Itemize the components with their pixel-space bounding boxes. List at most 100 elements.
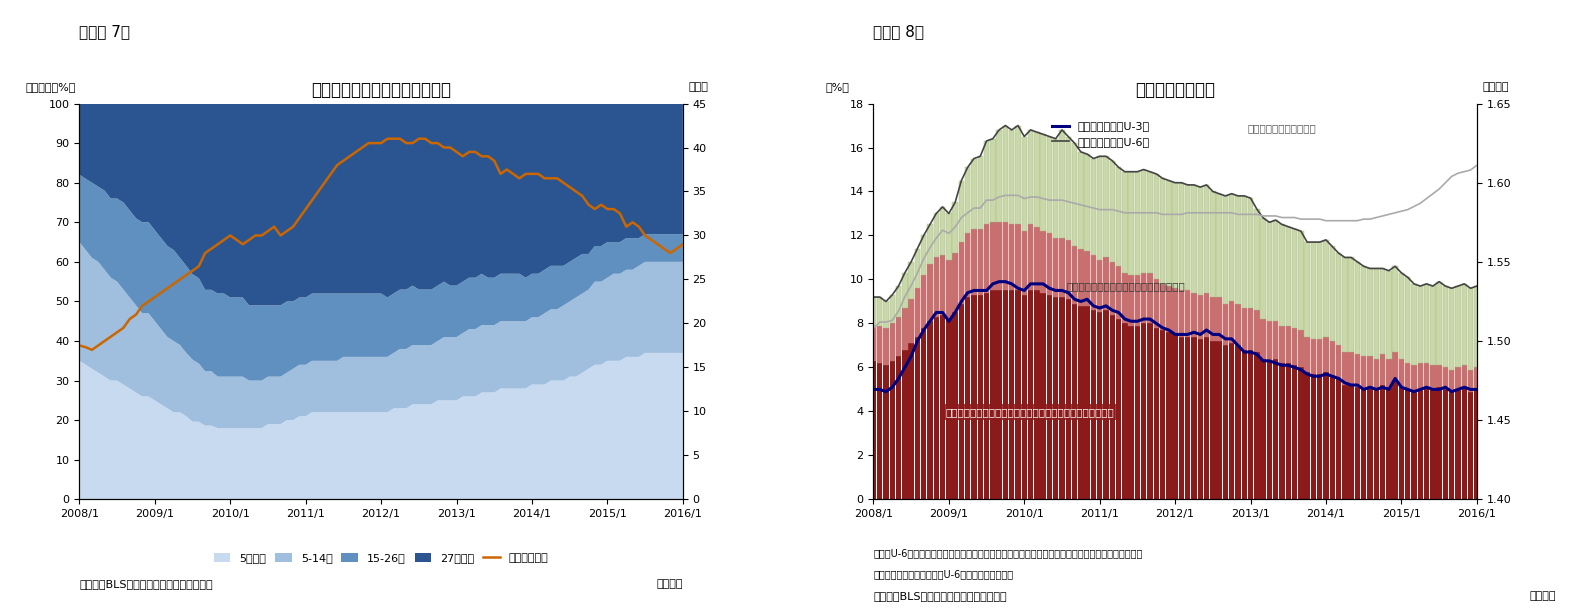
Bar (1078, 248, 1083, 306)
Bar (1405, 389, 1410, 499)
Bar (1229, 343, 1234, 499)
Bar (1418, 286, 1423, 363)
Bar (1008, 290, 1015, 499)
Bar (1040, 293, 1046, 499)
Bar (1015, 290, 1021, 499)
Bar (1424, 387, 1429, 499)
Bar (972, 229, 977, 295)
Bar (1172, 288, 1178, 334)
Bar (1172, 183, 1178, 288)
Bar (896, 356, 902, 499)
Bar (908, 343, 913, 499)
Bar (915, 248, 919, 288)
Bar (870, 326, 877, 361)
Bar (1021, 295, 1027, 499)
Bar (1261, 359, 1266, 499)
Bar (1242, 196, 1247, 308)
Bar (1443, 367, 1448, 389)
Bar (1072, 304, 1077, 499)
Bar (985, 293, 989, 499)
Bar (1393, 266, 1397, 352)
Bar (1210, 191, 1215, 297)
Bar (1323, 240, 1329, 337)
Bar (1178, 183, 1185, 290)
Bar (1204, 337, 1208, 499)
Bar (1412, 365, 1416, 392)
Bar (972, 158, 977, 229)
Bar (1002, 222, 1008, 290)
Bar (1129, 172, 1134, 275)
Bar (889, 323, 896, 361)
Bar (1431, 389, 1436, 499)
Text: （%）: （%） (826, 82, 850, 91)
Bar (972, 295, 977, 499)
Text: （図表 7）: （図表 7） (79, 24, 130, 40)
Bar (883, 365, 889, 499)
Bar (1255, 352, 1259, 499)
Bar (883, 301, 889, 328)
Bar (1261, 218, 1266, 319)
Bar (1097, 312, 1102, 499)
Bar (1437, 281, 1442, 365)
Bar (1053, 139, 1058, 238)
Bar (870, 361, 877, 499)
Bar (1367, 269, 1372, 356)
Bar (1040, 231, 1046, 293)
Legend: 通常の失業率（U-3）, 広義の失業率（U-6）: 通常の失業率（U-3）, 広義の失業率（U-6） (1048, 117, 1154, 152)
Bar (1085, 251, 1089, 306)
Bar (1399, 359, 1404, 387)
Text: 労働力人口（経済的理由によるパートタイマー除く、右軸）: 労働力人口（経済的理由によるパートタイマー除く、右軸） (946, 407, 1115, 417)
Bar (1431, 286, 1436, 365)
Bar (996, 130, 1002, 222)
Bar (1293, 328, 1297, 365)
Title: 失業期間の分布と平均失業期間: 失業期間の分布と平均失業期間 (311, 81, 451, 99)
Bar (1223, 196, 1228, 304)
Bar (1280, 326, 1285, 363)
Bar (1248, 308, 1253, 350)
Text: （注）U-6＝（失業者＋周辺労働力＋経済的理由によるパートタイマー）／（労働力＋周辺労働力）: （注）U-6＝（失業者＋周辺労働力＋経済的理由によるパートタイマー）／（労働力＋… (873, 548, 1143, 558)
Bar (934, 214, 939, 258)
Bar (1104, 310, 1108, 499)
Bar (1021, 231, 1027, 295)
Bar (1405, 363, 1410, 389)
Bar (934, 258, 939, 317)
Bar (1461, 387, 1467, 499)
Bar (1197, 339, 1204, 499)
Bar (1399, 273, 1404, 359)
Bar (959, 304, 964, 499)
Bar (978, 229, 983, 295)
Bar (1474, 367, 1480, 389)
Bar (1116, 266, 1121, 319)
Bar (1129, 275, 1134, 326)
Bar (1355, 262, 1359, 354)
Bar (1129, 326, 1134, 499)
Bar (1336, 378, 1342, 499)
Bar (1204, 185, 1208, 293)
Bar (1461, 284, 1467, 365)
Title: 広義失業率の推移: 広義失業率の推移 (1135, 81, 1215, 99)
Bar (1008, 130, 1015, 225)
Bar (991, 139, 996, 222)
Bar (1448, 392, 1455, 499)
Bar (1216, 297, 1221, 341)
Bar (953, 203, 958, 253)
Bar (1147, 172, 1153, 273)
Bar (915, 288, 919, 337)
Bar (934, 317, 939, 499)
Bar (1091, 255, 1096, 310)
Bar (985, 141, 989, 225)
Bar (1399, 387, 1404, 499)
Bar (1185, 337, 1191, 499)
Bar (940, 315, 945, 499)
Bar (1274, 220, 1278, 322)
Bar (1142, 323, 1147, 499)
Bar (1242, 308, 1247, 350)
Bar (1072, 143, 1077, 247)
Bar (1380, 354, 1385, 385)
Bar (1046, 233, 1053, 295)
Bar (1386, 270, 1391, 359)
Bar (1147, 273, 1153, 323)
Bar (1147, 323, 1153, 499)
Bar (883, 328, 889, 365)
Bar (1467, 392, 1474, 499)
